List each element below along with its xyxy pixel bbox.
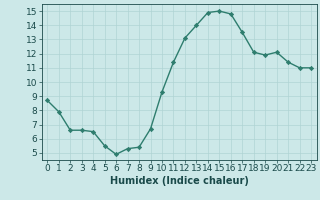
X-axis label: Humidex (Indice chaleur): Humidex (Indice chaleur) [110,176,249,186]
